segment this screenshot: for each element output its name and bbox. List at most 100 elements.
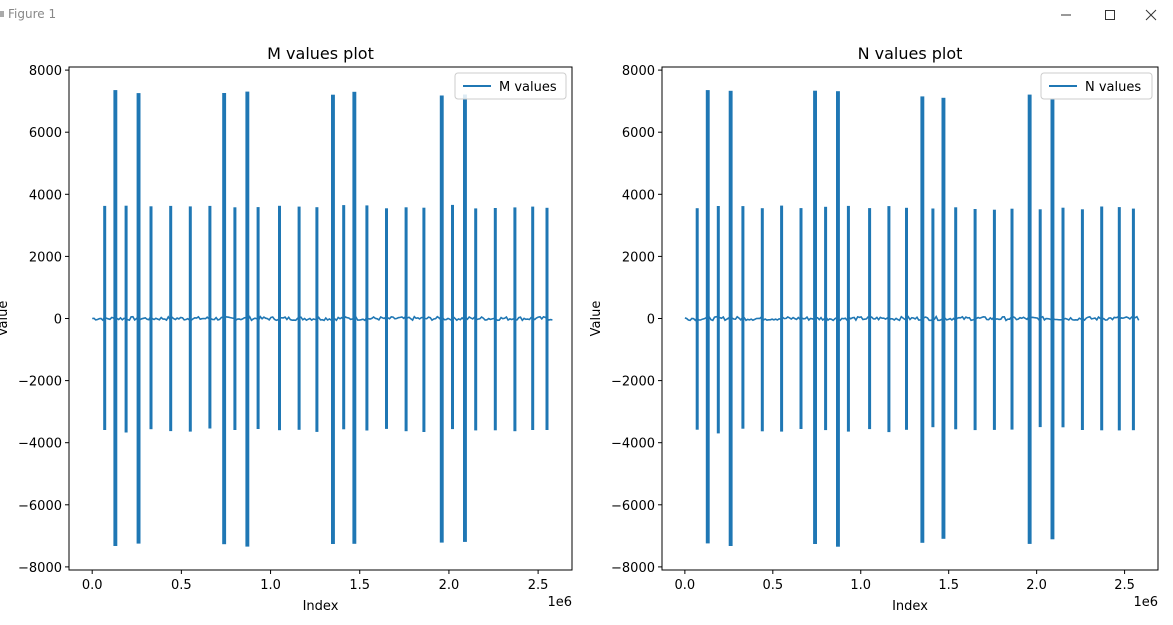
figure-canvas: M values plot 0.0 0.5 1.0 1.5 2.0 2.5 −8000 −600… [0,30,1173,625]
baseline-trace [92,315,553,322]
burst-mark [836,91,840,547]
burst-mark [208,205,212,429]
y-tick-label: −2000 [18,375,62,390]
burst-mark [1061,207,1065,428]
burst-mark [695,208,699,430]
window-title: Figure 1 [8,7,57,21]
burst-mark [887,206,891,433]
burst-mark [728,90,733,547]
x-tick-label: 0.5 [762,578,783,593]
burst-mark [422,207,426,432]
minimize-button[interactable] [1043,4,1089,26]
x-axis-label: Index [303,599,339,614]
plots-svg: M values plot 0.0 0.5 1.0 1.5 2.0 2.5 −8000 −600… [0,44,1159,614]
burst-mark [992,209,996,430]
burst-mark [716,206,720,434]
burst-mark [233,207,237,430]
series-line [684,90,1140,547]
legend-box [1040,72,1153,100]
burst-mark [931,208,935,428]
legend-label: N values [1085,80,1141,95]
burst-mark [941,97,946,539]
burst-mark [385,208,388,429]
app-icon [0,11,4,17]
burst-mark [493,208,497,431]
y-tick-label: 4000 [622,188,655,203]
y-tick-label: −4000 [18,437,62,452]
y-tick-label: 4000 [29,188,62,203]
x-tick-label: 2.5 [1114,578,1135,593]
chart-n: N values plot 0.0 0.5 1.0 1.5 2.0 2.5 −8000 −600… [589,44,1159,614]
x-tick-label: 1.0 [260,578,281,593]
legend: N values [1040,72,1153,100]
burst-mark [799,208,803,429]
burst-mark [760,208,764,432]
burst-mark [451,204,454,430]
y-tick-label: 6000 [622,126,655,141]
y-tick-label: −6000 [611,499,655,514]
y-tick-label: −2000 [611,375,655,390]
x-offset-text: 1e6 [1133,595,1158,610]
x-tick-label: 1.0 [850,578,871,593]
burst-mark [705,90,710,544]
burst-mark [1010,208,1014,430]
burst-mark [920,96,925,543]
burst-mark [741,206,745,429]
burst-mark [331,94,335,544]
close-icon [1145,9,1157,21]
burst-mark [222,93,227,545]
x-axis-label: Index [892,599,928,614]
chart-title: M values plot [267,44,374,63]
burst-mark [113,90,118,546]
window-titlebar: Figure 1 [0,0,1173,30]
burst-mark [278,205,281,431]
burst-mark [297,206,301,430]
y-tick-label: 6000 [29,126,62,141]
y-tick-label: 2000 [622,250,655,265]
burst-mark [463,94,467,542]
burst-mark [868,208,872,430]
y-tick-label: 2000 [29,250,62,265]
burst-mark [188,206,192,432]
series-line [92,90,553,547]
x-tick-label: 2.0 [439,578,460,593]
burst-mark [780,205,784,432]
x-tick-label: 0.0 [82,578,103,593]
burst-mark [342,205,346,430]
close-button[interactable] [1128,4,1173,26]
x-offset-text: 1e6 [547,595,572,610]
y-tick-label: 8000 [622,64,655,79]
burst-mark [404,207,408,432]
burst-mark [954,207,958,430]
maximize-icon [1105,10,1115,20]
burst-mark [124,205,128,433]
legend-box [454,72,567,100]
maximize-button[interactable] [1087,4,1133,26]
burst-mark [169,205,173,432]
burst-mark [973,209,977,431]
x-tick-label: 1.5 [349,578,370,593]
y-axis-label: Value [0,301,11,337]
burst-mark [1050,98,1055,540]
x-tick-label: 2.5 [528,578,549,593]
burst-mark [545,207,549,430]
legend-label: M values [499,80,557,95]
burst-mark [474,208,478,431]
burst-mark [103,205,107,430]
burst-mark [1038,209,1042,428]
burst-mark [1027,94,1032,544]
y-tick-label: 0 [647,313,655,328]
burst-mark [365,205,369,431]
burst-mark [1100,206,1104,431]
burst-mark [256,207,260,429]
minimize-icon [1061,14,1071,16]
burst-mark [513,207,517,432]
x-tick-label: 0.0 [675,578,696,593]
chart-m: M values plot 0.0 0.5 1.0 1.5 2.0 2.5 −8000 −600… [0,44,573,614]
y-axis-label: Value [589,301,604,337]
burst-mark [531,206,535,430]
baseline-trace [684,314,1140,322]
burst-mark [245,91,250,547]
burst-mark [315,207,319,432]
burst-mark [149,206,153,430]
